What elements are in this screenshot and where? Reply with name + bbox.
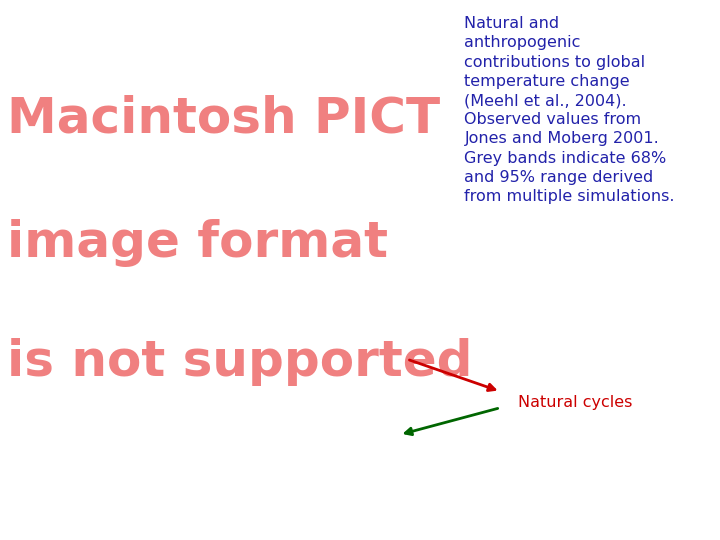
Text: is not supported: is not supported <box>7 338 473 386</box>
Text: image format: image format <box>7 219 388 267</box>
Text: Natural and
anthropogenic
contributions to global
temperature change
(Meehl et a: Natural and anthropogenic contributions … <box>464 16 675 204</box>
Text: Macintosh PICT: Macintosh PICT <box>7 95 441 143</box>
Text: Natural cycles: Natural cycles <box>518 395 633 410</box>
